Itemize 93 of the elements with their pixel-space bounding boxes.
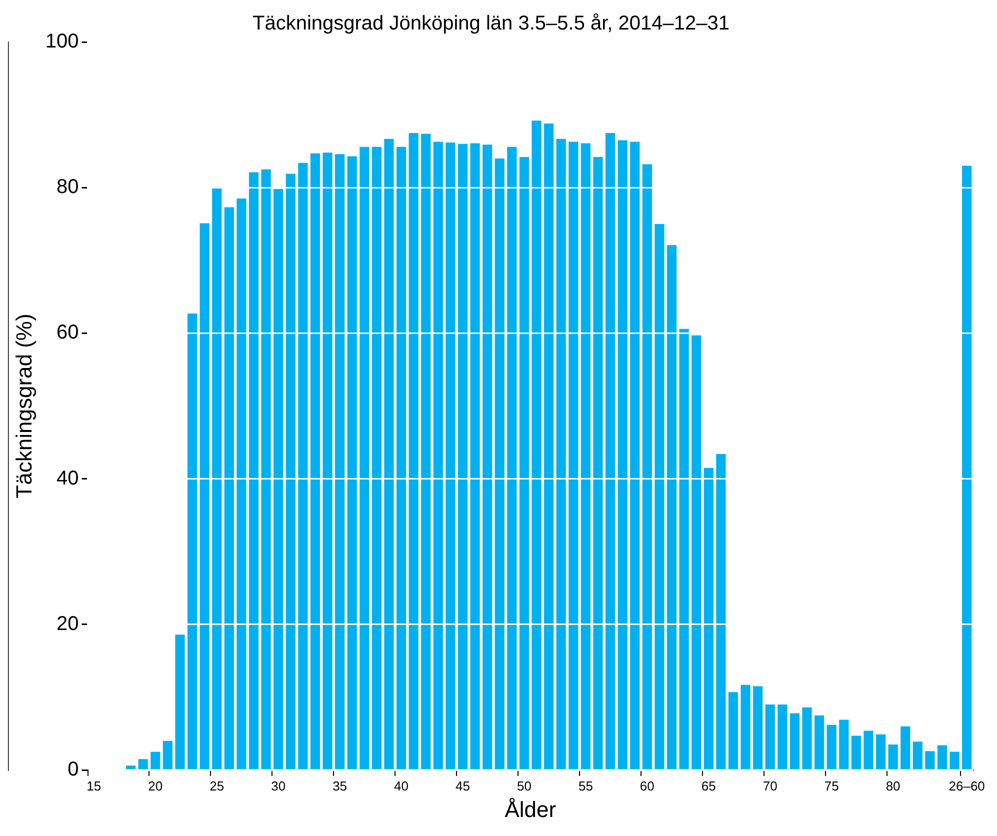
bar [507, 146, 517, 770]
bar [790, 713, 800, 770]
x-tick-label: 60 [640, 778, 654, 794]
y-tick-label: 40 [56, 467, 79, 490]
bar [335, 154, 345, 770]
bar [286, 174, 296, 770]
bar [740, 684, 750, 770]
chart-title: Täckningsgrad Jönköping län 3.5–5.5 år, 2014–12–31 [252, 12, 730, 35]
bar [704, 468, 714, 770]
bar [556, 138, 566, 770]
bar [630, 142, 640, 770]
bar [532, 120, 542, 770]
bar [519, 157, 530, 770]
x-tick-label: 50 [516, 778, 532, 794]
x-tick-label: 40 [394, 778, 409, 794]
bar [876, 734, 886, 770]
bar [765, 704, 775, 770]
bar [826, 724, 836, 770]
bar [950, 752, 960, 770]
bar [494, 158, 504, 770]
x-tick-label: 55 [578, 778, 593, 794]
bar [654, 224, 664, 770]
bar [396, 146, 406, 770]
bar [593, 157, 603, 770]
bar [753, 686, 763, 770]
bar [261, 169, 271, 770]
x-tick-label: 15 [86, 778, 102, 794]
bar [236, 198, 246, 770]
x-tick-label: 45 [456, 778, 470, 794]
bar [384, 138, 394, 770]
bar [187, 314, 198, 770]
y-tick-label: 80 [56, 176, 79, 198]
bar [298, 162, 308, 770]
bar [126, 766, 136, 770]
bar [925, 751, 935, 770]
bar [802, 707, 812, 770]
bar [408, 133, 418, 770]
bar [568, 142, 578, 770]
bar [347, 156, 357, 770]
bar [200, 223, 210, 770]
bar [372, 146, 382, 770]
x-tick-label: 30 [271, 778, 286, 794]
y-tick-label: 0 [68, 758, 79, 781]
bar [728, 692, 738, 770]
x-tick-label: 20 [148, 778, 163, 794]
bar [482, 144, 492, 770]
y-tick-label: 20 [56, 612, 79, 635]
y-tick-label: 60 [56, 322, 79, 344]
bar [322, 152, 332, 770]
bar [666, 245, 677, 770]
bar [605, 133, 616, 770]
bar [778, 704, 788, 770]
bar [851, 736, 861, 770]
bar [912, 742, 922, 770]
bar [212, 188, 222, 770]
bar [642, 164, 652, 770]
y-tick-label: 100 [45, 30, 79, 53]
bar [150, 752, 160, 770]
x-tick-label: 75 [824, 778, 839, 794]
x-tick-label: 26–60 [948, 778, 985, 794]
bar [864, 730, 874, 770]
bar [360, 146, 370, 770]
bar [544, 124, 554, 770]
bar [888, 744, 898, 770]
x-tick-label: 70 [762, 778, 778, 794]
x-tick-label: 80 [886, 778, 900, 794]
x-tick-label: 35 [332, 778, 348, 794]
bar [446, 142, 456, 770]
bar [937, 745, 948, 770]
bar [962, 166, 972, 770]
bar [458, 144, 468, 770]
bar [162, 740, 172, 770]
y-axis-title: Täckningsgrad (%) [11, 314, 36, 498]
bar [470, 143, 480, 770]
x-tick-label: 25 [210, 778, 224, 794]
bar [433, 142, 443, 770]
bar [138, 759, 148, 770]
bar [175, 634, 185, 770]
bar [224, 207, 234, 770]
bar [248, 172, 259, 770]
x-axis-title: Ålder [504, 796, 556, 822]
bar [580, 143, 590, 770]
bar [310, 153, 320, 770]
bar [274, 189, 284, 770]
bar [421, 134, 431, 770]
bar [814, 715, 824, 770]
bar [839, 720, 849, 770]
bar [716, 454, 726, 770]
bar [692, 335, 702, 770]
bar [679, 328, 689, 770]
bar [618, 140, 628, 770]
x-tick-label: 65 [701, 778, 716, 794]
bar [900, 726, 910, 770]
